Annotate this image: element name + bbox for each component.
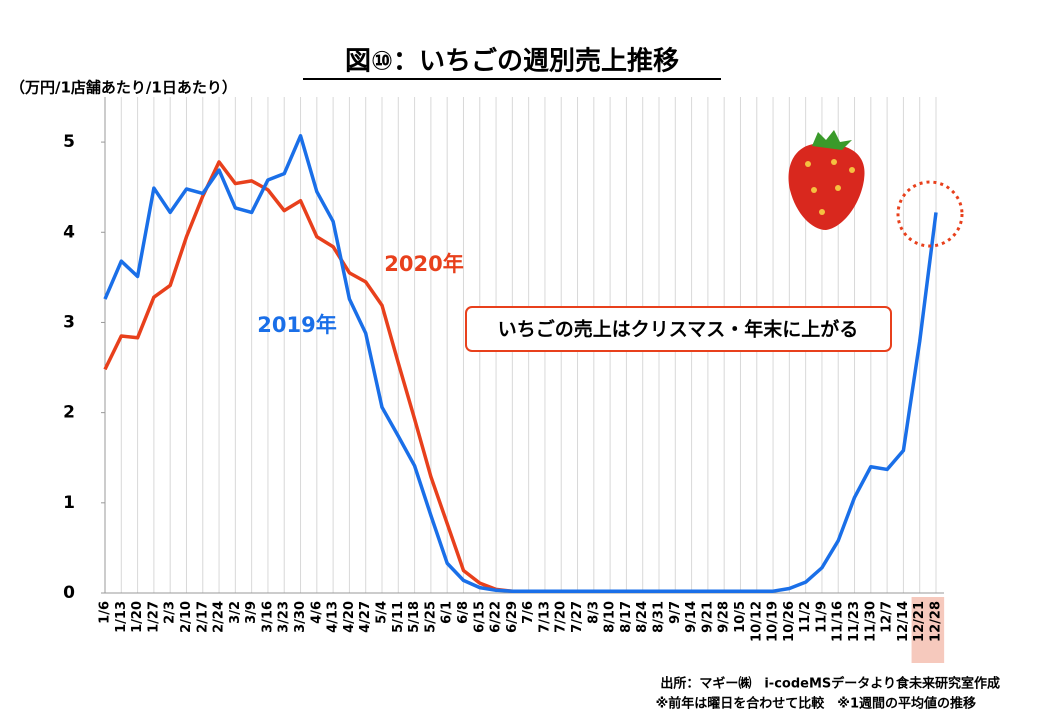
- x-tick-label: 2/17: [195, 601, 210, 633]
- x-tick-label: 5/25: [423, 601, 438, 633]
- x-tick-label: 10/12: [749, 601, 764, 642]
- series-label: 2019年: [257, 313, 336, 337]
- x-tick-label: 8/31: [652, 601, 667, 633]
- x-tick-label: 12/14: [896, 601, 911, 642]
- x-tick-label: 2/24: [212, 601, 227, 633]
- y-tick-label: 0: [63, 583, 75, 603]
- x-tick-label: 5/11: [391, 601, 406, 633]
- x-tick-label: 12/28: [929, 601, 944, 642]
- x-tick-label: 3/30: [293, 601, 308, 633]
- x-tick-label: 6/22: [489, 601, 504, 633]
- x-tick-label: 2/3: [163, 601, 178, 624]
- x-tick-label: 4/13: [326, 601, 341, 633]
- y-tick-label: 3: [63, 312, 75, 332]
- strawberry-icon: [788, 130, 865, 230]
- x-tick-label: 3/16: [260, 601, 275, 633]
- x-tick-label: 12/21: [912, 601, 927, 642]
- highlight-circle: [896, 180, 964, 248]
- x-tick-label: 12/7: [880, 601, 895, 633]
- x-tick-label: 11/2: [798, 601, 813, 633]
- x-tick-label: 9/28: [717, 601, 732, 633]
- x-tick-label: 1/20: [130, 601, 145, 633]
- x-tick-label: 8/17: [619, 601, 634, 633]
- y-tick-label: 1: [63, 493, 75, 513]
- x-tick-label: 2/10: [179, 601, 194, 633]
- x-tick-label: 11/23: [847, 601, 862, 642]
- x-tick-label: 8/3: [586, 601, 601, 624]
- y-tick-label: 2: [63, 403, 75, 423]
- x-tick-label: 6/29: [505, 601, 520, 633]
- annotation-box: [465, 306, 892, 352]
- x-tick-label: 9/7: [668, 601, 683, 624]
- x-tick-label: 10/26: [782, 601, 797, 642]
- annotation: いちごの売上はクリスマス・年末に上がる: [498, 318, 858, 341]
- x-tick-label: 3/2: [228, 601, 243, 624]
- x-tick-label: 10/5: [733, 601, 748, 633]
- x-tick-label: 9/21: [700, 601, 715, 633]
- x-tick-label: 3/9: [244, 601, 259, 624]
- x-tick-label: 7/20: [554, 601, 569, 633]
- x-tick-label: 7/27: [570, 601, 585, 633]
- x-tick-label: 11/30: [863, 601, 878, 642]
- source-line: 出所：マギー㈱ i-codeMSデータより食未来研究室作成: [660, 676, 1000, 692]
- label-highlight: [911, 597, 945, 663]
- y-axis-label: （万円/1店舗あたり/1日あたり）: [10, 79, 237, 97]
- x-tick-label: 6/1: [440, 601, 455, 624]
- x-tick-label: 4/20: [342, 601, 357, 633]
- series-label: 2020年: [384, 252, 463, 276]
- x-tick-label: 4/6: [309, 601, 324, 624]
- x-tick-label: 3/23: [277, 601, 292, 633]
- x-tick-label: 6/15: [472, 601, 487, 633]
- x-tick-label: 9/14: [684, 601, 699, 633]
- chart-title: 図⑩：いちごの週別売上推移: [345, 46, 679, 77]
- y-tick-label: 4: [63, 222, 75, 242]
- x-tick-label: 8/24: [635, 601, 650, 633]
- x-tick-label: 8/10: [603, 601, 618, 633]
- x-tick-label: 7/6: [521, 601, 536, 624]
- source-line: ※前年は曜日を合わせて比較 ※1週間の平均値の推移: [656, 696, 976, 712]
- x-tick-label: 4/27: [358, 601, 373, 633]
- x-tick-label: 1/6: [98, 601, 113, 624]
- y-tick-label: 5: [63, 132, 75, 152]
- series-line: [103, 134, 938, 593]
- x-tick-label: 11/9: [814, 601, 829, 633]
- x-tick-label: 6/8: [456, 601, 471, 624]
- x-tick-label: 5/4: [375, 601, 390, 624]
- x-tick-label: 5/18: [407, 601, 422, 633]
- x-tick-label: 7/13: [537, 601, 552, 633]
- x-tick-label: 11/16: [831, 601, 846, 642]
- x-tick-label: 1/27: [146, 601, 161, 633]
- x-tick-label: 10/19: [766, 601, 781, 642]
- x-tick-label: 1/13: [114, 601, 129, 633]
